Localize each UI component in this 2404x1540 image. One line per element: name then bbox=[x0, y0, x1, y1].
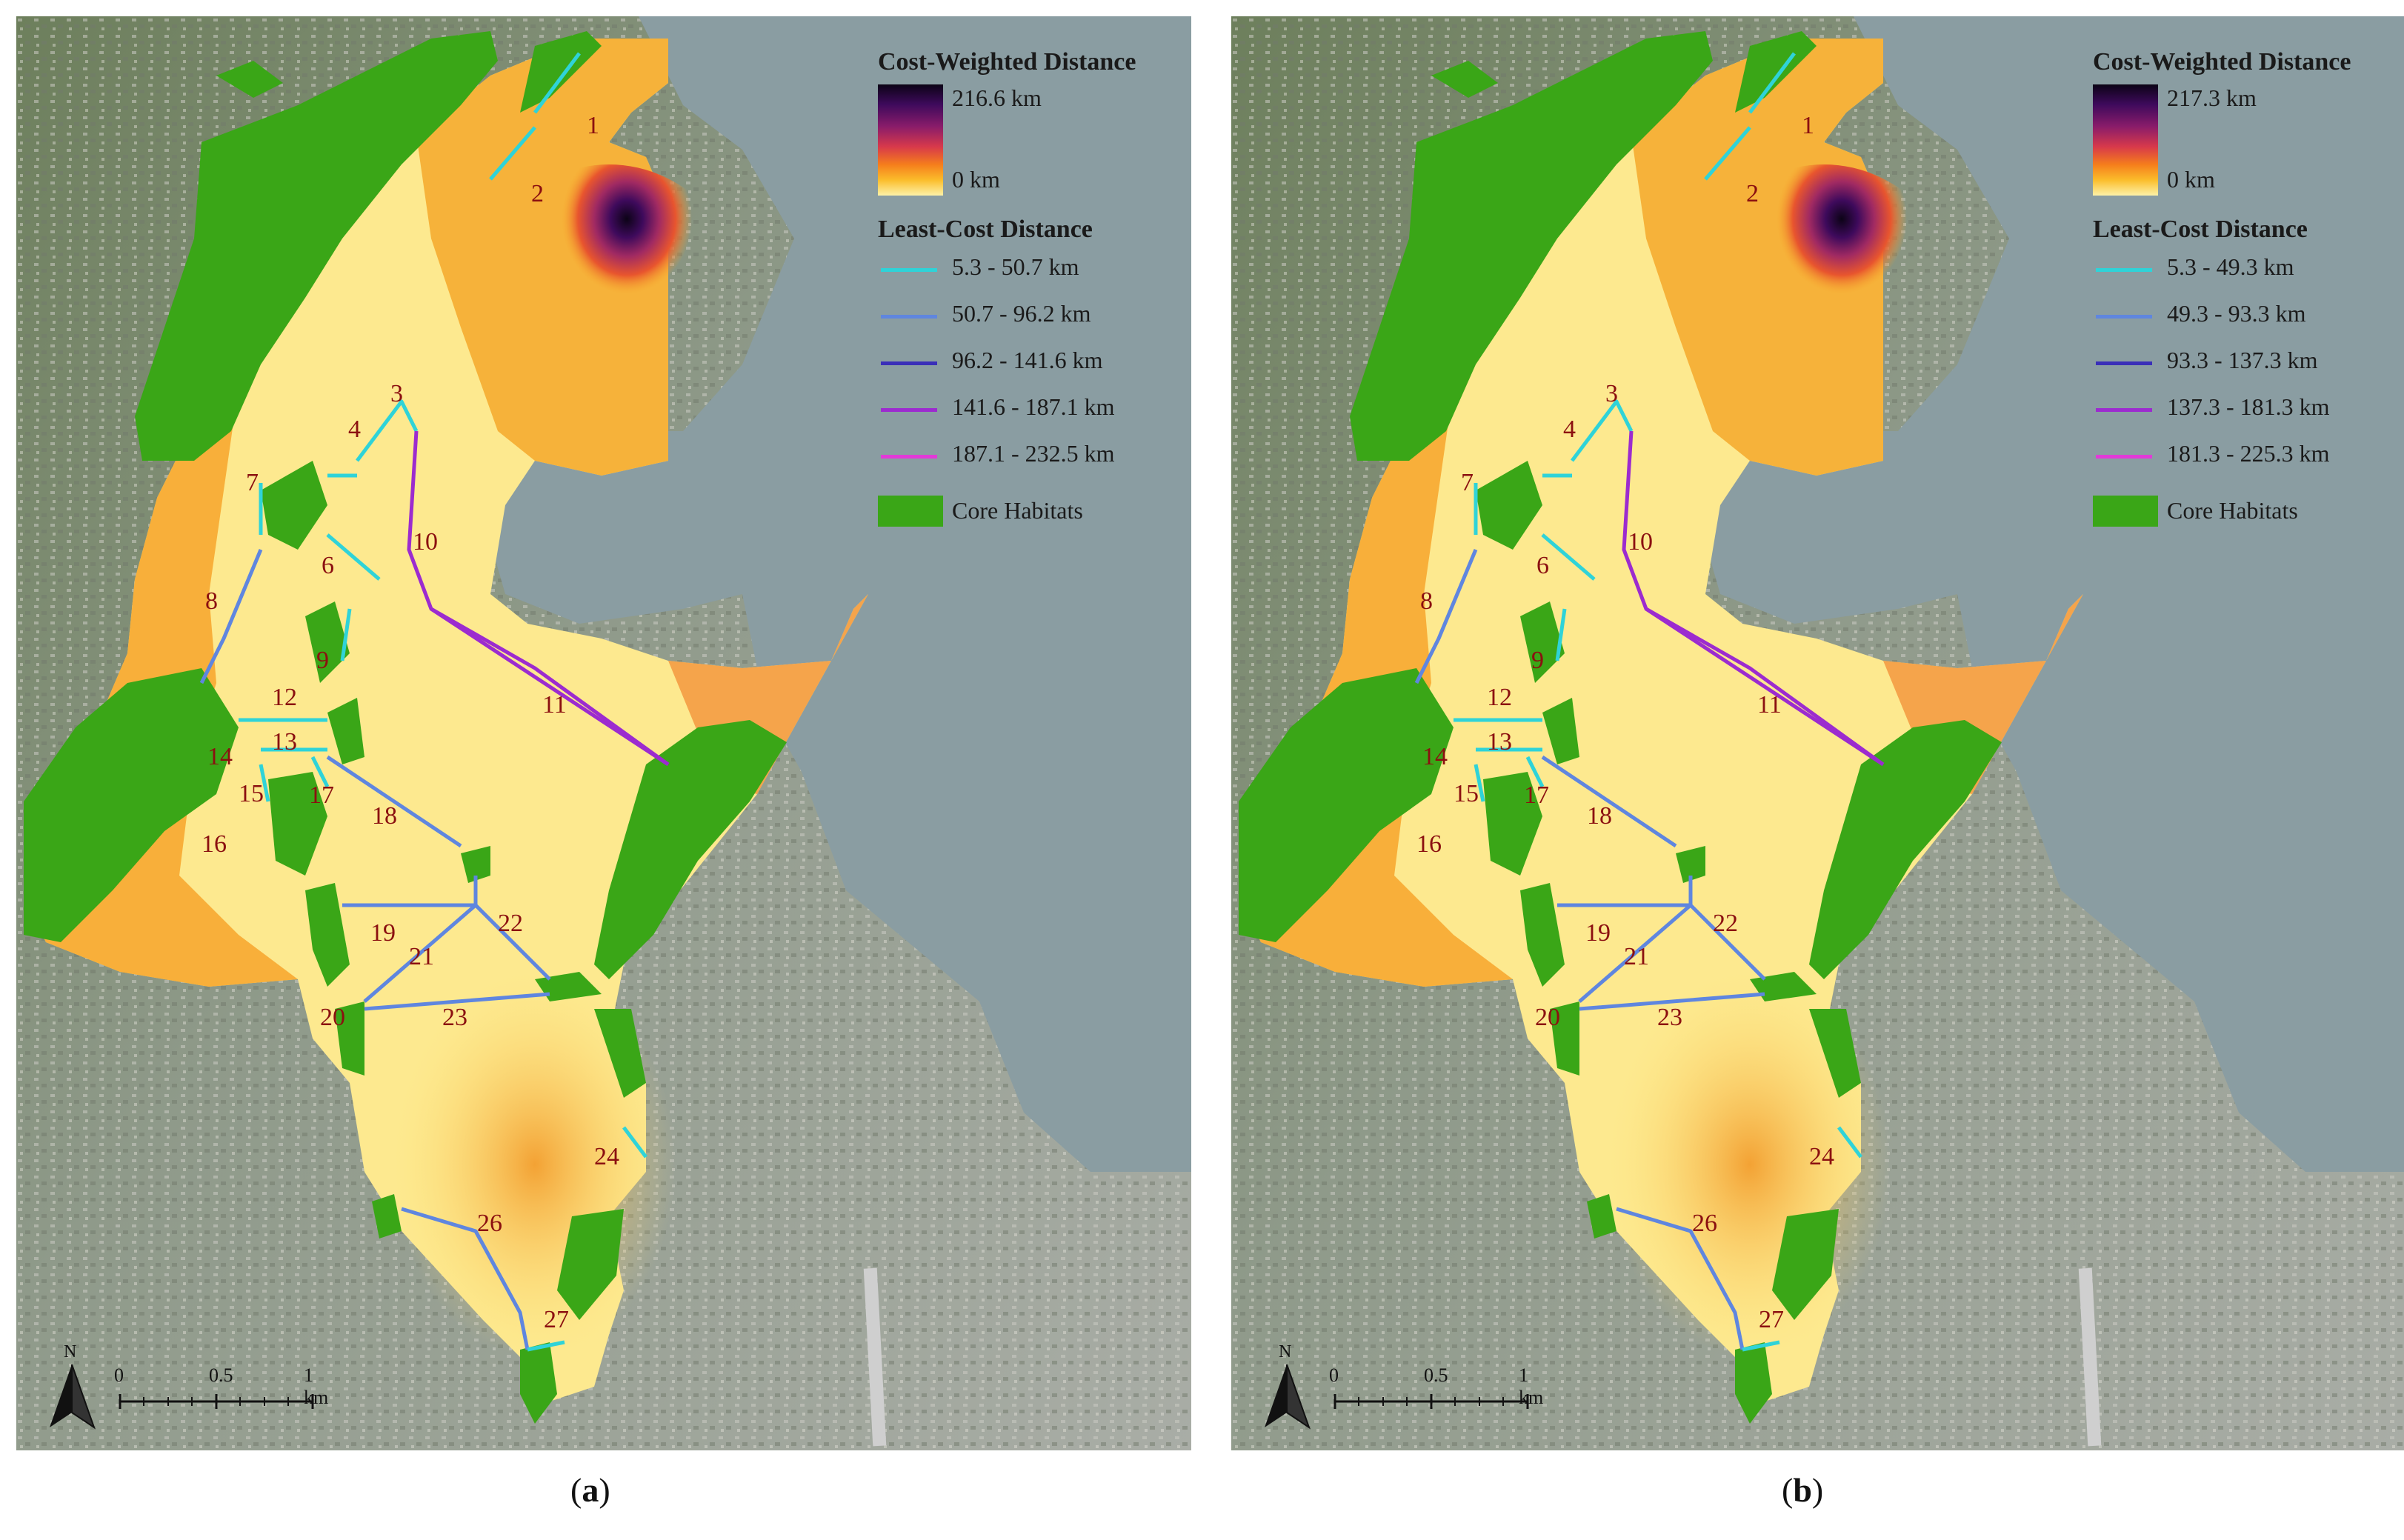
legend-line-icon bbox=[2096, 315, 2152, 319]
least-cost-class-label: 96.2 - 141.6 km bbox=[952, 347, 1103, 373]
least-cost-class-label: 137.3 - 181.3 km bbox=[2167, 393, 2330, 420]
least-cost-class-label: 5.3 - 50.7 km bbox=[952, 253, 1079, 280]
cost-max-label: 217.3 km bbox=[2167, 84, 2257, 111]
north-label: N bbox=[64, 1342, 77, 1361]
least-cost-class-label: 93.3 - 137.3 km bbox=[2167, 347, 2318, 373]
legend-line-icon bbox=[881, 268, 937, 272]
caption-a: (a) bbox=[570, 1471, 610, 1509]
core-habitat-label: Core Habitats bbox=[952, 497, 1083, 524]
scale-bar-graphic bbox=[119, 1394, 314, 1409]
least-cost-class-label: 50.7 - 96.2 km bbox=[952, 300, 1091, 327]
scale-label-0: 0 bbox=[1329, 1364, 1339, 1386]
least-cost-class-label: 5.3 - 49.3 km bbox=[2167, 253, 2294, 280]
core-habitat-legend: Core Habitats bbox=[2093, 488, 2397, 533]
caption-letter: a bbox=[582, 1471, 599, 1509]
legend-line-icon bbox=[881, 315, 937, 319]
core-habitat-legend: Core Habitats bbox=[878, 488, 1182, 533]
least-cost-class-0: 5.3 - 49.3 km bbox=[2093, 246, 2397, 293]
least-cost-class-label: 141.6 - 187.1 km bbox=[952, 393, 1115, 420]
north-arrow: N bbox=[46, 1342, 98, 1439]
cost-weighted-title: Cost-Weighted Distance bbox=[2093, 48, 2351, 76]
core-habitat-swatch bbox=[2093, 496, 2158, 527]
legend-line-icon bbox=[2096, 361, 2152, 365]
cost-min-label: 0 km bbox=[952, 166, 1000, 193]
least-cost-class-4: 187.1 - 232.5 km bbox=[878, 433, 1182, 479]
scale-bar: 0 0.5 1 km bbox=[105, 1364, 342, 1424]
cost-ramp-row: 217.3 km 0 km bbox=[2093, 84, 2397, 210]
caption-letter: b bbox=[1793, 1471, 1812, 1509]
cost-max-label: 216.6 km bbox=[952, 84, 1042, 111]
cost-ramp-row: 216.6 km 0 km bbox=[878, 84, 1182, 210]
least-cost-class-label: 181.3 - 225.3 km bbox=[2167, 440, 2330, 467]
north-arrow-icon bbox=[1265, 1364, 1311, 1430]
least-cost-class-1: 50.7 - 96.2 km bbox=[878, 293, 1182, 339]
legend-a: Cost-Weighted Distance 216.6 km 0 km Lea… bbox=[878, 46, 1182, 533]
least-cost-class-3: 137.3 - 181.3 km bbox=[2093, 386, 2397, 433]
cost-min-label: 0 km bbox=[2167, 166, 2215, 193]
scale-bar-graphic bbox=[1333, 1394, 1529, 1409]
cost-color-ramp bbox=[878, 84, 943, 196]
cost-weighted-title: Cost-Weighted Distance bbox=[878, 48, 1136, 76]
scale-bar: 0 0.5 1 km bbox=[1320, 1364, 1557, 1424]
legend-line-icon bbox=[881, 361, 937, 365]
legend-line-icon bbox=[2096, 268, 2152, 272]
legend-line-icon bbox=[881, 408, 937, 412]
least-cost-class-label: 49.3 - 93.3 km bbox=[2167, 300, 2306, 327]
cost-color-ramp bbox=[2093, 84, 2158, 196]
legend-line-icon bbox=[2096, 408, 2152, 412]
scale-label-half: 0.5 bbox=[1424, 1364, 1448, 1386]
scale-label-half: 0.5 bbox=[209, 1364, 233, 1386]
scale-label-0: 0 bbox=[114, 1364, 124, 1386]
north-arrow: N bbox=[1261, 1342, 1313, 1439]
least-cost-class-label: 187.1 - 232.5 km bbox=[952, 440, 1115, 467]
least-cost-class-1: 49.3 - 93.3 km bbox=[2093, 293, 2397, 339]
least-cost-class-4: 181.3 - 225.3 km bbox=[2093, 433, 2397, 479]
least-cost-class-0: 5.3 - 50.7 km bbox=[878, 246, 1182, 293]
least-cost-class-3: 141.6 - 187.1 km bbox=[878, 386, 1182, 433]
core-habitat-swatch bbox=[878, 496, 943, 527]
least-cost-class-2: 93.3 - 137.3 km bbox=[2093, 339, 2397, 386]
legend-line-icon bbox=[2096, 455, 2152, 459]
map-panel-b: Cost-Weighted Distance 217.3 km 0 km Lea… bbox=[1231, 16, 2404, 1450]
legend-b: Cost-Weighted Distance 217.3 km 0 km Lea… bbox=[2093, 46, 2397, 533]
legend-line-icon bbox=[881, 455, 937, 459]
scale-label-1km: 1 km bbox=[304, 1364, 329, 1408]
caption-b: (b) bbox=[1782, 1471, 1824, 1509]
core-habitat-label: Core Habitats bbox=[2167, 497, 2298, 524]
least-cost-class-2: 96.2 - 141.6 km bbox=[878, 339, 1182, 386]
scale-label-1km: 1 km bbox=[1519, 1364, 1544, 1408]
north-arrow-icon bbox=[50, 1364, 96, 1430]
north-label: N bbox=[1279, 1342, 1292, 1361]
least-cost-title: Least-Cost Distance bbox=[2093, 216, 2308, 243]
map-panel-a: Cost-Weighted Distance 216.6 km 0 km Lea… bbox=[16, 16, 1191, 1450]
least-cost-title: Least-Cost Distance bbox=[878, 216, 1093, 243]
